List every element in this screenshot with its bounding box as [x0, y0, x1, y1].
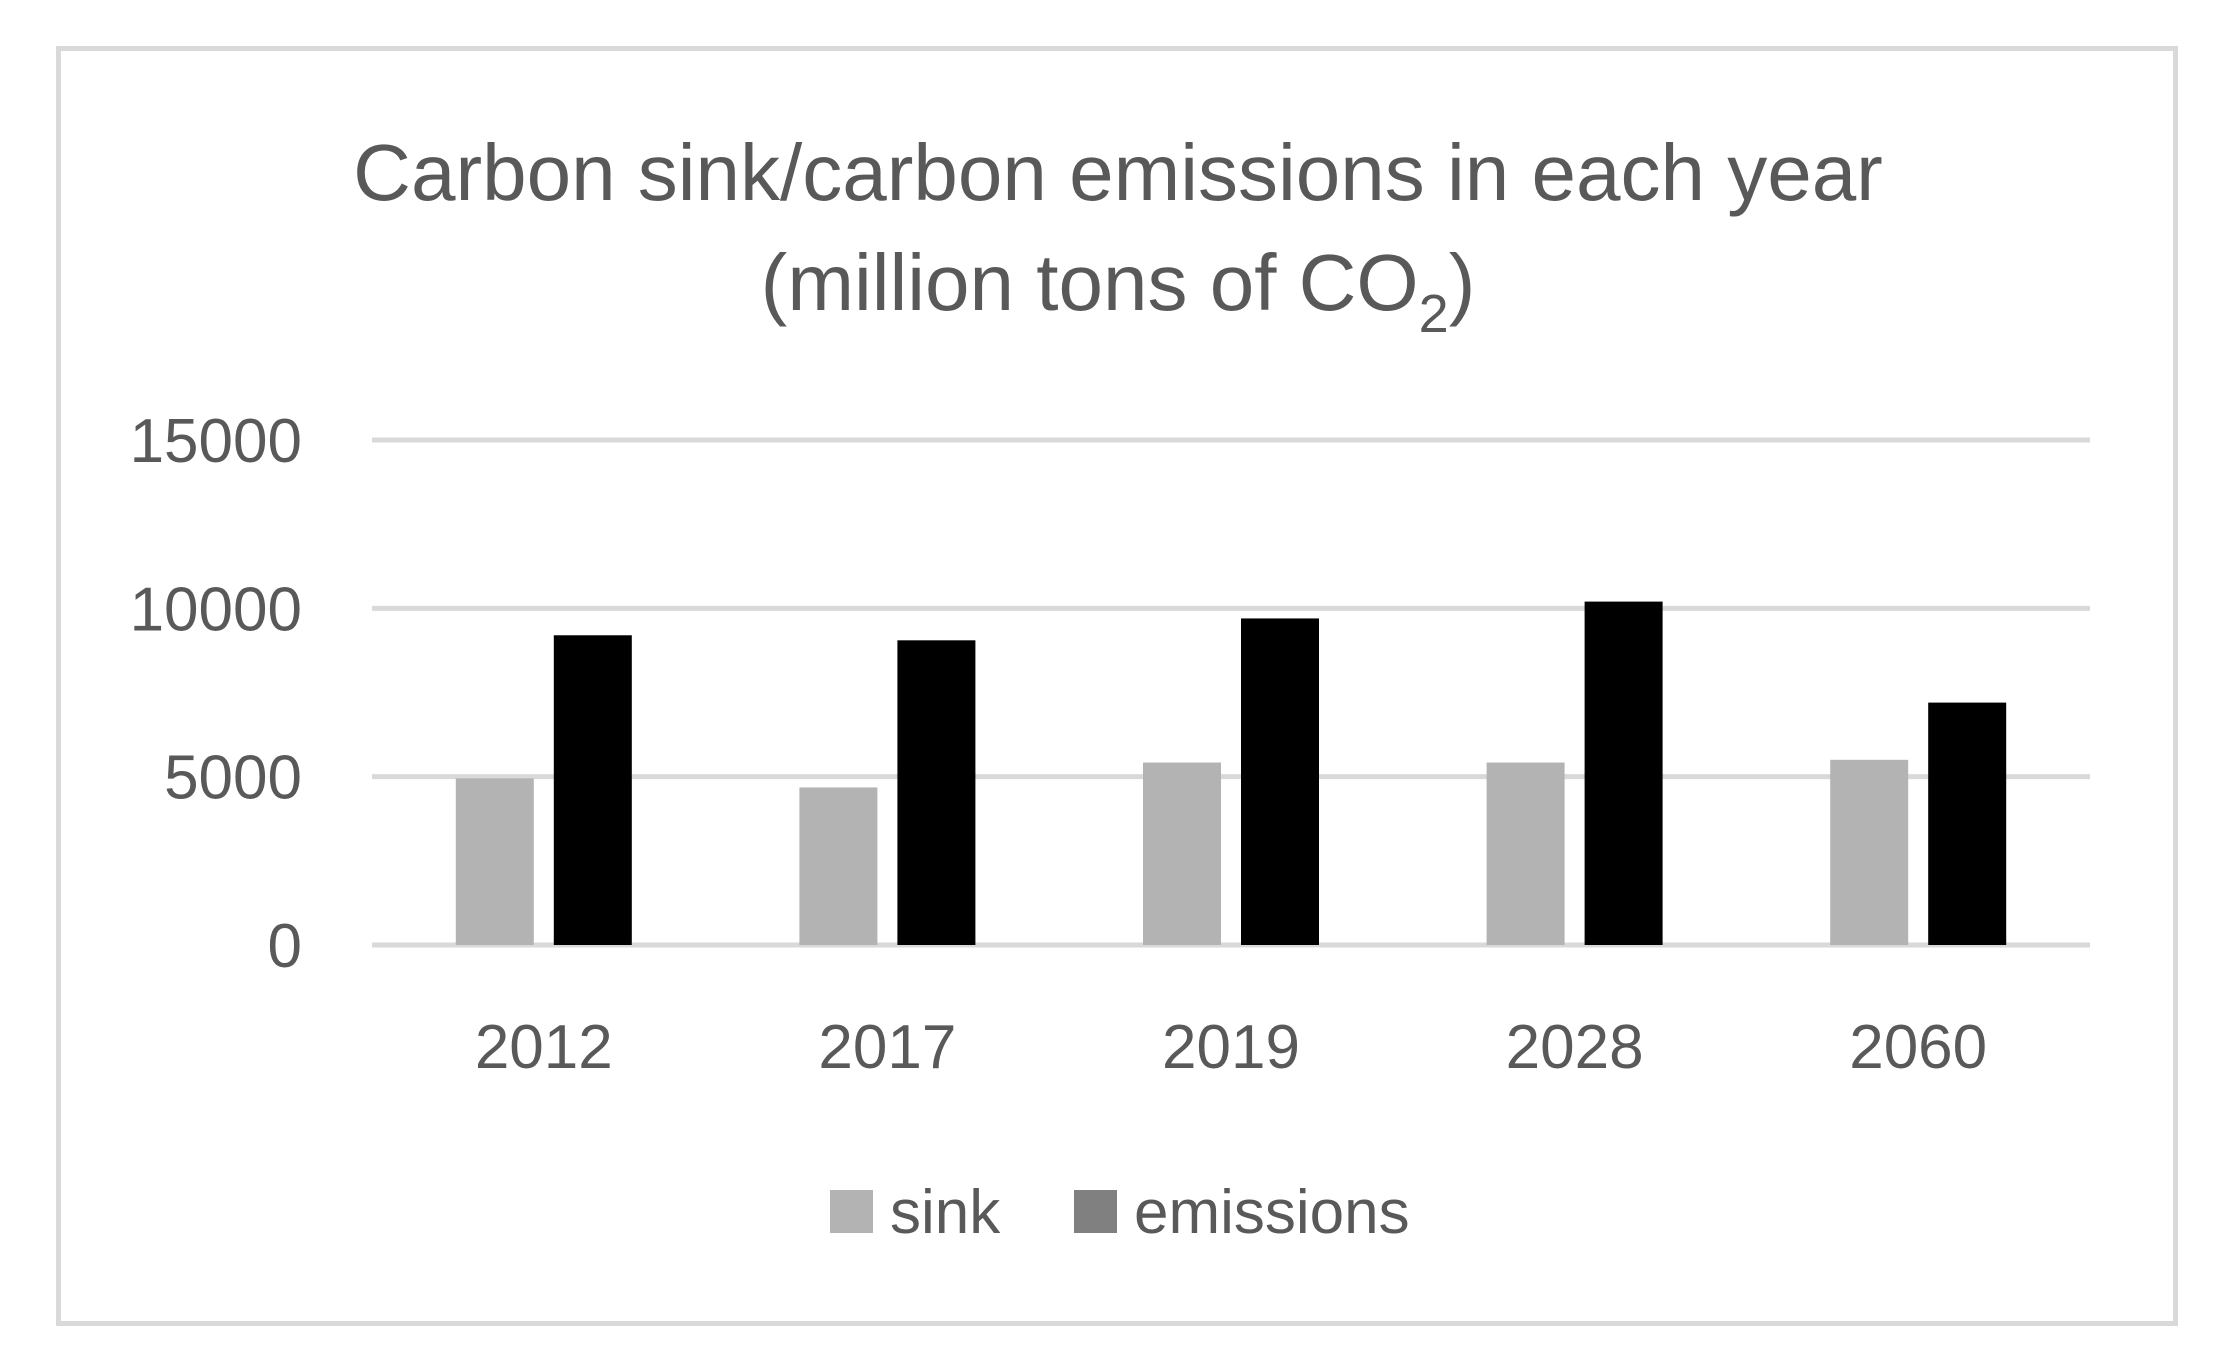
- legend-swatch-emissions: [1074, 1190, 1117, 1233]
- bar-emissions-2012: [553, 635, 632, 945]
- bar-sink-2028: [1486, 762, 1565, 945]
- chart-frame: [56, 46, 2178, 1326]
- x-tick-label: 2028: [1506, 1013, 1644, 1082]
- legend-item-emissions: emissions: [1074, 1178, 1410, 1247]
- legend-label-emissions: emissions: [1134, 1178, 1410, 1247]
- y-tick-label: 15000: [130, 407, 302, 476]
- x-tick-label: 2019: [1162, 1013, 1300, 1082]
- chart-title: Carbon sink/carbon emissions in each yea…: [353, 128, 1883, 344]
- x-tick-label: 2060: [1849, 1013, 1987, 1082]
- bar-sink-2012: [455, 778, 534, 945]
- bars: [455, 601, 2007, 945]
- x-tick-label: 2017: [818, 1013, 956, 1082]
- chart-title-line2-prefix: (million tons of CO: [761, 238, 1419, 327]
- chart-title-line2-suffix: ): [1449, 238, 1476, 327]
- bar-sink-2060: [1830, 759, 1909, 945]
- legend-swatch-sink: [830, 1190, 873, 1233]
- legend: sink emissions: [830, 1178, 1410, 1247]
- gridlines: [372, 437, 2090, 948]
- bar-sink-2019: [1143, 762, 1221, 945]
- bar-sink-2017: [799, 787, 878, 945]
- y-tick-label: 10000: [130, 575, 302, 644]
- bar-emissions-2060: [1928, 702, 2007, 945]
- bar-emissions-2028: [1584, 601, 1663, 945]
- chart-title-subscript: 2: [1419, 284, 1449, 344]
- y-tick-label: 0: [268, 912, 302, 981]
- chart-title-line1: Carbon sink/carbon emissions in each yea…: [353, 128, 1883, 217]
- bar-emissions-2017: [897, 640, 976, 945]
- chart-title-line2: (million tons of CO2): [761, 238, 1476, 344]
- y-axis: 0 5000 10000 15000: [130, 407, 302, 981]
- bar-emissions-2019: [1241, 618, 1319, 945]
- legend-label-sink: sink: [890, 1178, 1001, 1247]
- legend-item-sink: sink: [830, 1178, 1001, 1247]
- x-axis: 2012 2017 2019 2028 2060: [475, 1013, 1987, 1082]
- x-tick-label: 2012: [475, 1013, 613, 1082]
- y-tick-label: 5000: [164, 744, 302, 813]
